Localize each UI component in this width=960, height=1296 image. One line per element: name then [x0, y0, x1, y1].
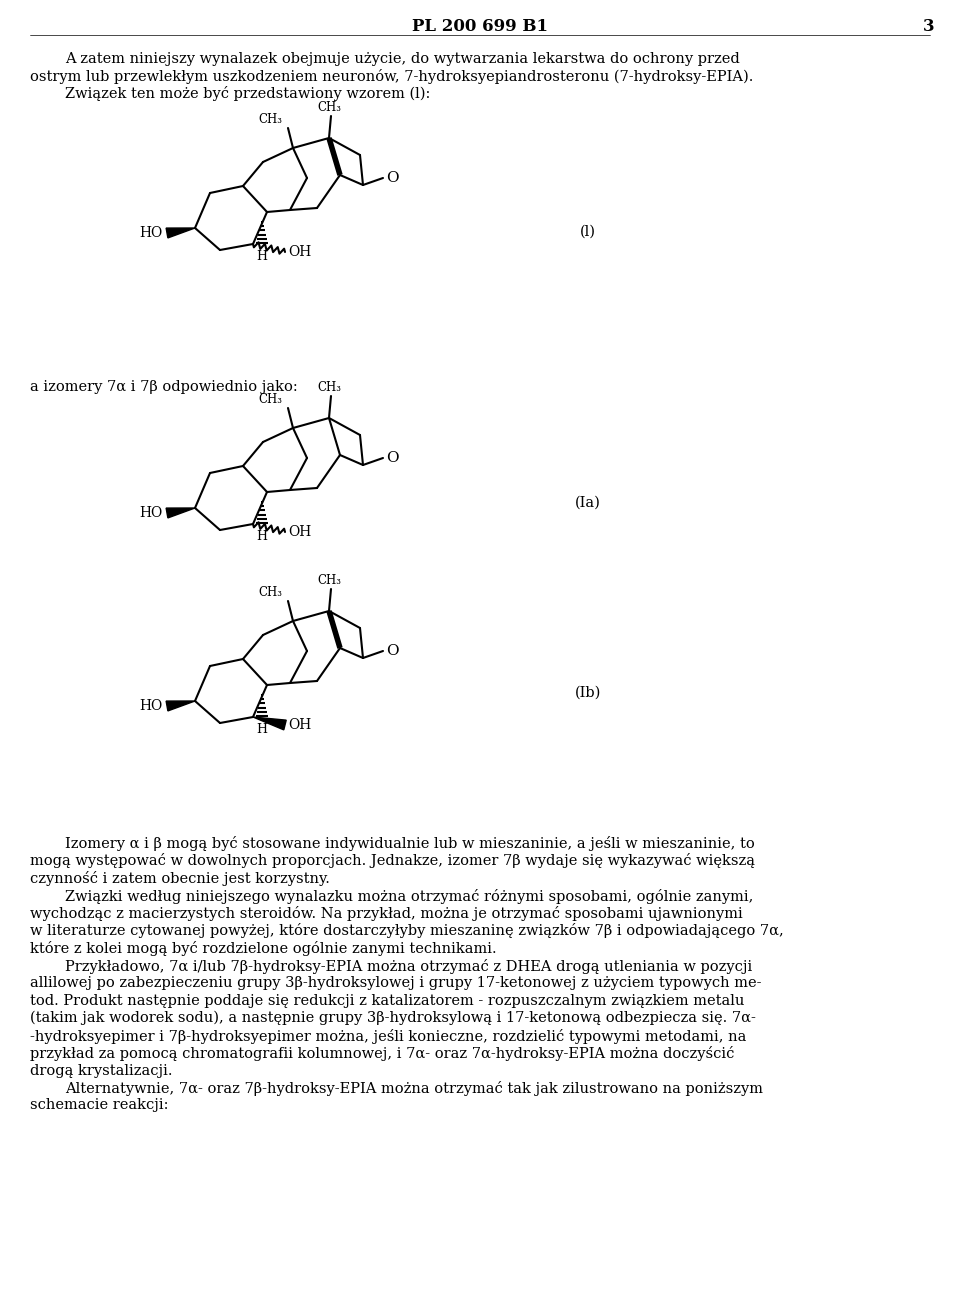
Polygon shape [166, 508, 195, 518]
Text: czynność i zatem obecnie jest korzystny.: czynność i zatem obecnie jest korzystny. [30, 871, 330, 886]
Text: CH₃: CH₃ [317, 101, 341, 114]
Polygon shape [166, 701, 195, 712]
Text: przykład za pomocą chromatografii kolumnowej, i 7α- oraz 7α-hydroksy-EPIA można : przykład za pomocą chromatografii kolumn… [30, 1046, 734, 1061]
Text: -hydroksyepimer i 7β-hydroksyepimer można, jeśli konieczne, rozdzielić typowymi : -hydroksyepimer i 7β-hydroksyepimer możn… [30, 1029, 746, 1043]
Text: HO: HO [140, 505, 163, 520]
Text: mogą występować w dowolnych proporcjach. Jednakze, izomer 7β wydaje się wykazywa: mogą występować w dowolnych proporcjach.… [30, 854, 755, 868]
Text: 3: 3 [924, 18, 935, 35]
Polygon shape [253, 717, 286, 730]
Text: Izomery α i β mogą być stosowane indywidualnie lub w mieszaninie, a jeśli w mies: Izomery α i β mogą być stosowane indywid… [65, 836, 755, 851]
Text: Alternatywnie, 7α- oraz 7β-hydroksy-EPIA można otrzymać tak jak zilustrowano na : Alternatywnie, 7α- oraz 7β-hydroksy-EPIA… [65, 1081, 763, 1096]
Polygon shape [166, 228, 195, 238]
Text: H: H [256, 250, 268, 263]
Text: wychodząc z macierzystych steroidów. Na przykład, można je otrzymać sposobami uj: wychodząc z macierzystych steroidów. Na … [30, 906, 743, 921]
Text: OH: OH [288, 718, 311, 732]
Text: CH₃: CH₃ [258, 393, 282, 406]
Text: O: O [386, 171, 398, 185]
Text: CH₃: CH₃ [258, 113, 282, 126]
Text: HO: HO [140, 226, 163, 240]
Text: H: H [256, 530, 268, 543]
Text: HO: HO [140, 699, 163, 713]
Text: w literaturze cytowanej powyżej, które dostarczyłyby mieszaninę związków 7β i od: w literaturze cytowanej powyżej, które d… [30, 924, 783, 938]
Text: A zatem niniejszy wynalazek obejmuje użycie, do wytwarzania lekarstwa do ochrony: A zatem niniejszy wynalazek obejmuje uży… [65, 52, 740, 66]
Text: CH₃: CH₃ [317, 381, 341, 394]
Text: a izomery 7α i 7β odpowiednio jako:: a izomery 7α i 7β odpowiednio jako: [30, 380, 298, 394]
Text: O: O [386, 644, 398, 658]
Text: tod. Produkt następnie poddaje się redukcji z katalizatorem - rozpuszczalnym zwi: tod. Produkt następnie poddaje się reduk… [30, 994, 744, 1007]
Text: PL 200 699 B1: PL 200 699 B1 [412, 18, 548, 35]
Text: OH: OH [288, 245, 311, 259]
Text: O: O [386, 451, 398, 465]
Text: drogą krystalizacji.: drogą krystalizacji. [30, 1064, 173, 1077]
Text: (Ib): (Ib) [575, 686, 601, 700]
Text: (takim jak wodorek sodu), a następnie grupy 3β-hydroksylową i 17-ketonową odbezp: (takim jak wodorek sodu), a następnie gr… [30, 1011, 756, 1025]
Text: Związki według niniejszego wynalazku można otrzymać różnymi sposobami, ogólnie z: Związki według niniejszego wynalazku moż… [65, 889, 754, 903]
Text: H: H [256, 723, 268, 736]
Text: Związek ten może być przedstawiony wzorem (l):: Związek ten może być przedstawiony wzore… [65, 86, 430, 101]
Text: OH: OH [288, 525, 311, 539]
Text: (l): (l) [580, 226, 596, 238]
Text: ostrym lub przewlekłym uszkodzeniem neuronów, 7-hydroksyepiandrosteronu (7-hydro: ostrym lub przewlekłym uszkodzeniem neur… [30, 69, 754, 84]
Text: które z kolei mogą być rozdzielone ogólnie zanymi technikami.: które z kolei mogą być rozdzielone ogóln… [30, 941, 496, 956]
Text: schemacie reakcji:: schemacie reakcji: [30, 1099, 169, 1112]
Text: CH₃: CH₃ [258, 586, 282, 599]
Text: (Ia): (Ia) [575, 496, 601, 511]
Text: Przykładowo, 7α i/lub 7β-hydroksy-EPIA można otrzymać z DHEA drogą utleniania w : Przykładowo, 7α i/lub 7β-hydroksy-EPIA m… [65, 959, 753, 973]
Text: CH₃: CH₃ [317, 574, 341, 587]
Text: allilowej po zabezpieczeniu grupy 3β-hydroksylowej i grupy 17-ketonowej z użycie: allilowej po zabezpieczeniu grupy 3β-hyd… [30, 976, 761, 990]
